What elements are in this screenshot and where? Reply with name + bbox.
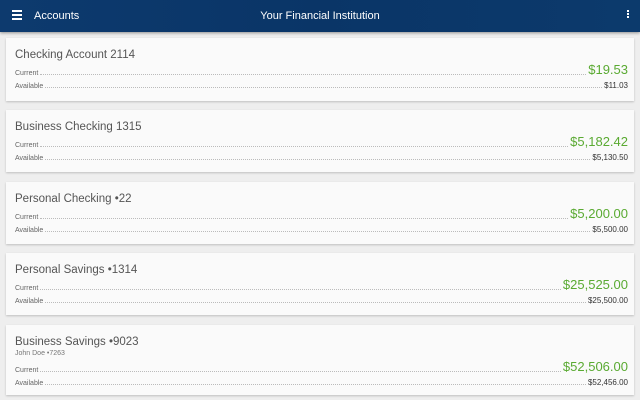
current-balance: $52,506.00 bbox=[562, 359, 628, 374]
account-name: Business Savings •9023 bbox=[15, 336, 139, 348]
divider bbox=[45, 159, 591, 160]
account-card[interactable]: Business Checking 1315 Current $5,182.42 Av… bbox=[6, 110, 634, 172]
available-label: Available bbox=[15, 155, 44, 162]
available-label: Available bbox=[15, 380, 44, 387]
account-name: Personal Savings •1314 bbox=[15, 264, 138, 276]
divider bbox=[40, 74, 587, 75]
divider bbox=[40, 289, 561, 290]
app-bar: Accounts Your Financial Institution bbox=[0, 0, 640, 32]
current-balance-row: Current $52,506.00 bbox=[15, 359, 628, 374]
available-balance-row: Available $5,130.50 bbox=[15, 153, 628, 162]
account-card[interactable]: Business Savings •9023 John Doe •7263 Curr… bbox=[6, 325, 634, 395]
available-balance: $25,500.00 bbox=[587, 296, 628, 305]
current-label: Current bbox=[15, 285, 39, 292]
current-label: Current bbox=[15, 70, 39, 77]
account-name: Checking Account 2114 bbox=[15, 49, 135, 61]
available-label: Available bbox=[15, 227, 44, 234]
current-balance-row: Current $19.53 bbox=[15, 62, 628, 77]
divider bbox=[45, 231, 591, 232]
account-card[interactable]: Checking Account 2114 Current $19.53 Availa… bbox=[6, 38, 634, 101]
available-label: Available bbox=[15, 83, 44, 90]
hamburger-icon[interactable] bbox=[12, 10, 22, 20]
account-name: Business Checking 1315 bbox=[15, 121, 142, 133]
available-balance-row: Available $5,500.00 bbox=[15, 225, 628, 234]
account-name: Personal Checking •22 bbox=[15, 193, 132, 205]
divider bbox=[40, 218, 569, 219]
available-balance-row: Available $52,456.00 bbox=[15, 378, 628, 387]
available-balance: $5,500.00 bbox=[592, 225, 628, 234]
available-balance: $52,456.00 bbox=[587, 378, 628, 387]
current-balance-row: Current $5,200.00 bbox=[15, 206, 628, 221]
current-balance-row: Current $25,525.00 bbox=[15, 277, 628, 292]
page-title: Accounts bbox=[34, 10, 80, 22]
current-label: Current bbox=[15, 214, 39, 221]
account-card[interactable]: Personal Checking •22 Current $5,200.00 Ava… bbox=[6, 182, 634, 244]
current-balance: $25,525.00 bbox=[562, 277, 628, 292]
available-balance: $5,130.50 bbox=[592, 153, 628, 162]
account-owner: John Doe •7263 bbox=[15, 350, 65, 357]
available-label: Available bbox=[15, 298, 44, 305]
divider bbox=[40, 371, 561, 372]
divider bbox=[40, 146, 569, 147]
more-vert-icon[interactable] bbox=[626, 10, 630, 22]
available-balance: $11.03 bbox=[604, 81, 628, 90]
current-balance-row: Current $5,182.42 bbox=[15, 134, 628, 149]
divider bbox=[45, 87, 603, 88]
divider bbox=[45, 302, 586, 303]
institution-name: Your Financial Institution bbox=[260, 10, 380, 22]
current-balance: $19.53 bbox=[588, 62, 628, 77]
current-balance: $5,182.42 bbox=[570, 134, 628, 149]
current-balance: $5,200.00 bbox=[570, 206, 628, 221]
account-card[interactable]: Personal Savings •1314 Current $25,525.00 A… bbox=[6, 253, 634, 315]
current-label: Current bbox=[15, 367, 39, 374]
divider bbox=[45, 384, 586, 385]
available-balance-row: Available $11.03 bbox=[15, 81, 628, 90]
current-label: Current bbox=[15, 142, 39, 149]
available-balance-row: Available $25,500.00 bbox=[15, 296, 628, 305]
